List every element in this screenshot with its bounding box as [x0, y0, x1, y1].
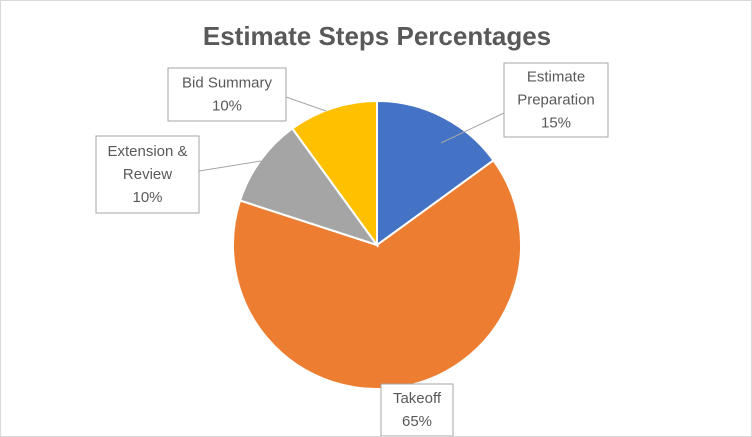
leader-line: [198, 160, 262, 172]
data-label-value: 10%: [132, 189, 162, 206]
leader-line: [285, 96, 327, 112]
data-label-box: [167, 67, 287, 122]
pie-slice: [376, 99, 495, 247]
data-label-category: Estimate: [527, 69, 585, 86]
slices-layer: [232, 99, 522, 390]
data-label-value: 65%: [402, 413, 432, 430]
data-label-category: Takeoff: [393, 390, 442, 407]
pie-slice: [290, 99, 378, 249]
data-label-category: Extension &: [107, 143, 187, 160]
labels-layer: Estimate Preparation 15% Takeoff 65% Extensio…: [95, 62, 609, 436]
data-label-category: Bid Summary: [182, 75, 273, 92]
leader-line: [440, 112, 505, 144]
data-label-category: Review: [123, 166, 172, 183]
data-label-box: [503, 62, 609, 138]
data-label-value: 15%: [541, 115, 571, 132]
data-label-box: [380, 383, 454, 436]
data-label-box: [95, 135, 200, 214]
data-label-category: Preparation: [517, 92, 595, 109]
data-label-value: 10%: [212, 98, 242, 115]
pie-slice: [238, 127, 380, 247]
chart-title: Estimate Steps Percentages: [203, 21, 551, 51]
